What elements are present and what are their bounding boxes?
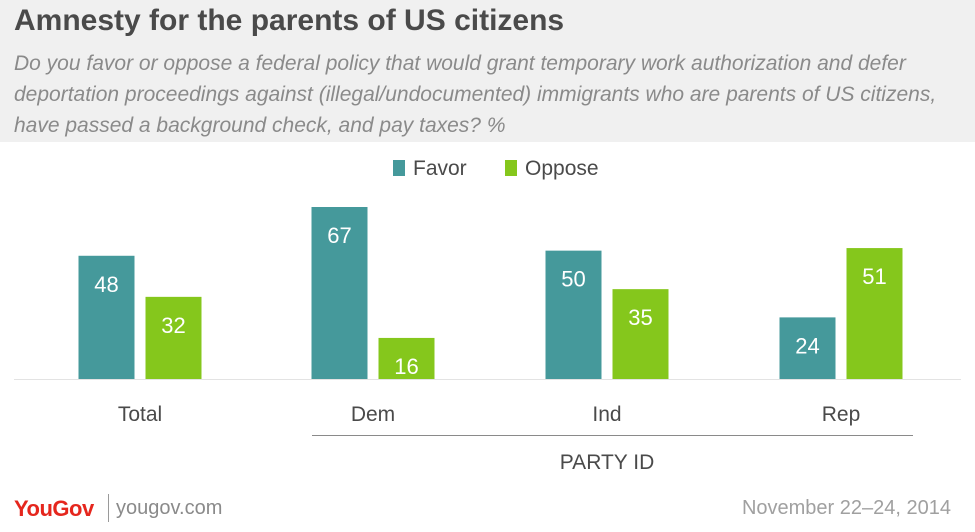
footer-url: yougov.com [116, 497, 223, 519]
legend-label-oppose: Oppose [525, 157, 599, 180]
legend-label-favor: Favor [413, 157, 467, 180]
chart-header: Amnesty for the parents of US citizens D… [0, 0, 975, 142]
yougov-logo: YouGov [14, 496, 94, 521]
bar-favor-total [78, 255, 135, 379]
bar-oppose-dem [378, 337, 435, 379]
data-label-oppose-rep: 51 [862, 264, 886, 289]
data-label-oppose-dem: 16 [394, 354, 418, 379]
data-label-oppose-ind: 35 [628, 305, 652, 330]
bar-oppose-total [145, 296, 202, 379]
category-label-total: Total [118, 403, 162, 426]
bar-favor-dem [311, 207, 368, 379]
bar-favor-ind [545, 250, 602, 379]
category-label-dem: Dem [351, 403, 395, 426]
chart-subtitle: Do you favor or oppose a federal policy … [14, 52, 937, 137]
data-label-favor-total: 48 [94, 272, 118, 297]
category-label-rep: Rep [822, 403, 861, 426]
footer-divider [108, 494, 109, 522]
bar-oppose-rep [846, 248, 903, 379]
data-label-favor-ind: 50 [561, 267, 585, 292]
legend-swatch-oppose [505, 160, 517, 176]
data-label-favor-rep: 24 [795, 333, 819, 358]
bar-chart: Favor Oppose 48 32 Total 67 16 Dem 50 35 Ind 24 51 Re… [14, 157, 961, 474]
data-label-favor-dem: 67 [327, 223, 351, 248]
legend-swatch-favor [393, 160, 405, 176]
category-label-ind: Ind [592, 403, 621, 426]
party-id-label: PARTY ID [560, 451, 655, 474]
data-label-oppose-total: 32 [161, 313, 185, 338]
footer-date: November 22–24, 2014 [741, 497, 951, 519]
bar-favor-rep [779, 317, 836, 379]
chart-title: Amnesty for the parents of US citizens [14, 4, 565, 37]
bar-oppose-ind [612, 289, 669, 379]
